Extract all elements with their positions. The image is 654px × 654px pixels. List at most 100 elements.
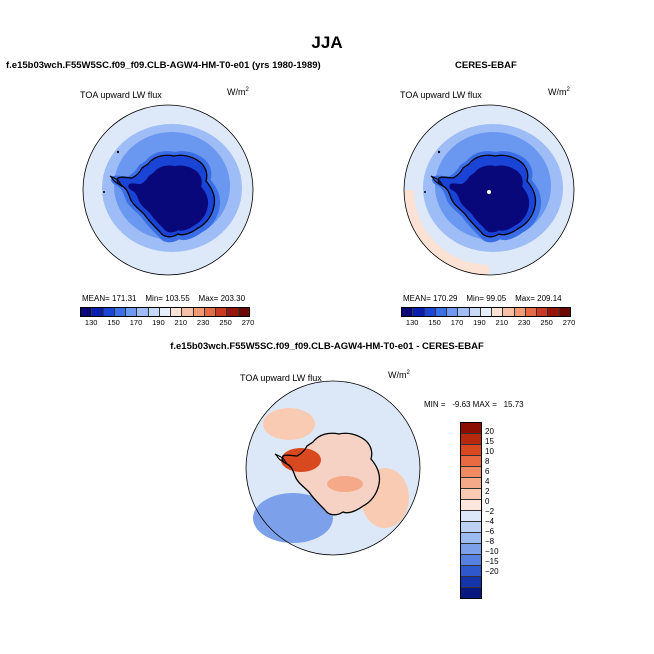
right-panel-variable: TOA upward LW flux — [400, 90, 482, 100]
colorbar-swatch — [480, 308, 493, 316]
diff-colorbar-labels: 20 15 10 8 6 4 2 0 −2 −4 −6 −8 −10 −15 −20 — [485, 422, 515, 582]
colorbar-tick-label: 130 — [84, 318, 98, 327]
antarctica-coastline — [281, 432, 381, 516]
diff-colorbar-swatch — [461, 566, 481, 577]
colorbar-swatch — [204, 308, 217, 316]
diff-hot-region — [281, 448, 321, 472]
colorbar-tick-label: 150 — [428, 318, 441, 327]
diff-colorbar-swatch — [461, 500, 481, 511]
diff-panel-units: W/m2 — [388, 370, 410, 380]
diff-colorbar-label: 0 — [485, 497, 490, 506]
diff-colorbar-label: 8 — [485, 457, 490, 466]
continent-interior — [128, 165, 209, 233]
colorbar-swatch — [435, 308, 448, 316]
diff-colorbar-label: 2 — [485, 487, 490, 496]
colorbar-tick-label: 230 — [196, 318, 210, 327]
colorbar-tick-label: 270 — [562, 318, 576, 327]
diff-colorbar-swatch — [461, 445, 481, 456]
diff-colorbar-swatch — [461, 544, 481, 555]
island — [437, 150, 441, 154]
peninsula-coastline — [109, 175, 124, 188]
right-panel-units: W/m2 — [548, 87, 570, 97]
diff-panel-minmax: MIN = -9.63 MAX = 15.73 — [424, 400, 524, 409]
right-map — [403, 104, 575, 276]
diff-colorbar-swatch — [461, 511, 481, 522]
diff-colorbar-swatch — [461, 489, 481, 500]
diff-colorbar-swatch — [461, 577, 481, 588]
colorbar-tick-label: 190 — [473, 318, 486, 327]
colorbar-swatch — [503, 308, 515, 316]
diff-colorbar-swatch — [461, 533, 481, 544]
colorbar-swatch — [81, 308, 93, 316]
colorbar-tick-label: 210 — [495, 318, 509, 327]
diff-colorbar-swatch — [461, 456, 481, 467]
left-panel-stats: MEAN= 171.31 Min= 103.55 Max= 203.30 — [82, 294, 246, 303]
diff-colorbar-swatch — [461, 588, 481, 598]
diff-colorbar-label: −10 — [485, 547, 499, 556]
colorbar-swatch — [238, 308, 249, 316]
diff-colorbar-swatch — [461, 478, 481, 489]
antarctica-coastline — [116, 154, 216, 238]
diff-colorbar-swatch — [461, 434, 481, 445]
continent-interior — [449, 165, 530, 233]
colorbar-swatch — [159, 308, 172, 316]
colorbar-swatch — [559, 308, 570, 316]
left-panel-variable: TOA upward LW flux — [80, 90, 162, 100]
colorbar-tick-label: 230 — [517, 318, 531, 327]
right-colorbar-ticks: 130 150 170 190 210 230 250 270 — [401, 318, 575, 328]
island — [424, 191, 426, 193]
left-panel-case-name: f.e15b03wch.F55W5SC.f09_f09.CLB-AGW4-HM-… — [6, 60, 321, 71]
colorbar-swatch — [171, 308, 183, 316]
diff-colorbar-swatch — [461, 522, 481, 533]
colorbar-swatch — [492, 308, 504, 316]
colorbar-swatch — [413, 308, 425, 316]
island — [103, 191, 105, 193]
left-colorbar — [80, 307, 250, 317]
colorbar-swatch — [193, 308, 205, 316]
colorbar-swatch — [525, 308, 538, 316]
colorbar-swatch — [137, 308, 149, 316]
diff-colorbar-swatch — [461, 423, 481, 434]
diff-colorbar-label: −6 — [485, 527, 495, 536]
figure-title: JJA — [311, 33, 343, 52]
diff-colorbar — [460, 422, 482, 599]
colorbar-tick-label: 130 — [405, 318, 419, 327]
diff-panel-case-name: f.e15b03wch.F55W5SC.f09_f09.CLB-AGW4-HM-… — [170, 341, 484, 352]
diff-colorbar-label: −20 — [485, 567, 499, 576]
peninsula-coastline — [430, 175, 445, 188]
diff-colorbar-swatch — [461, 555, 481, 566]
left-panel-units: W/m2 — [227, 87, 249, 97]
left-map — [82, 104, 254, 276]
left-colorbar-ticks: 130 150 170 190 210 230 250 270 — [80, 318, 254, 328]
right-panel-case-name: CERES-EBAF — [455, 60, 517, 71]
colorbar-tick-label: 210 — [174, 318, 188, 327]
colorbar-swatch — [216, 308, 228, 316]
colorbar-swatch — [126, 308, 138, 316]
diff-warm-region — [327, 476, 363, 492]
diff-colorbar-swatch — [461, 467, 481, 478]
diff-colorbar-label: 20 — [485, 427, 494, 436]
colorbar-tick-label: 190 — [152, 318, 165, 327]
diff-colorbar-label: −15 — [485, 557, 499, 566]
diff-colorbar-label: −2 — [485, 507, 495, 516]
diff-panel-variable: TOA upward LW flux — [240, 373, 322, 383]
colorbar-swatch — [182, 308, 194, 316]
map-boundary — [245, 380, 421, 556]
colorbar-swatch — [548, 308, 560, 316]
colorbar-tick-label: 150 — [107, 318, 120, 327]
diff-colorbar-label: 10 — [485, 447, 494, 456]
colorbar-swatch — [92, 308, 104, 316]
colorbar-swatch — [424, 308, 436, 316]
map-boundary — [403, 104, 575, 276]
diff-colorbar-label: 15 — [485, 437, 494, 446]
colorbar-swatch — [148, 308, 160, 316]
diff-colorbar-label: −4 — [485, 517, 495, 526]
colorbar-swatch — [227, 308, 239, 316]
colorbar-swatch — [469, 308, 481, 316]
island — [116, 150, 120, 154]
colorbar-swatch — [103, 308, 115, 316]
colorbar-swatch — [514, 308, 526, 316]
map-boundary — [82, 104, 254, 276]
colorbar-swatch — [447, 308, 459, 316]
colorbar-swatch — [537, 308, 549, 316]
